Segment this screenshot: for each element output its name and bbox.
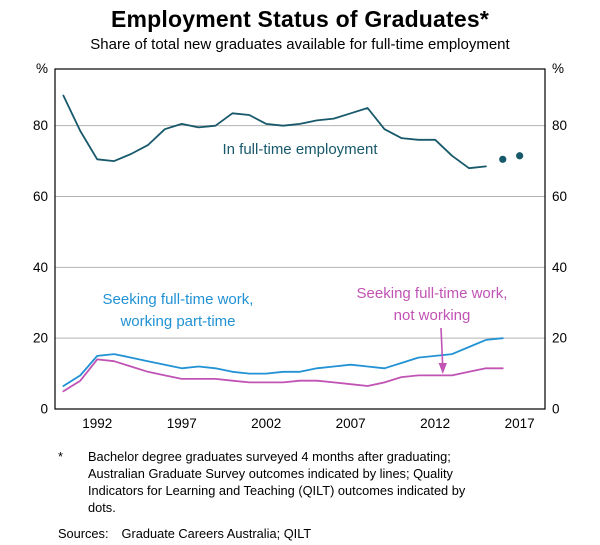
notworking-label: Seeking full-time work, <box>357 285 508 302</box>
x-tick-label: 2002 <box>251 416 281 431</box>
y-tick-label-left: 20 <box>33 331 48 346</box>
footnote-text: Bachelor degree graduates surveyed 4 mon… <box>88 449 466 516</box>
chart-subtitle: Share of total new graduates available f… <box>90 36 510 53</box>
y-axis-unit-right: % <box>552 61 564 76</box>
plot-border <box>54 68 546 410</box>
footnote-marker: * <box>58 449 63 464</box>
footnotes: * Bachelor degree graduates surveyed 4 m… <box>0 436 600 542</box>
chart-title: Employment Status of Graduates* <box>110 6 490 32</box>
x-tick-label: 2017 <box>505 416 535 431</box>
y-tick-label-right: 40 <box>552 260 567 275</box>
footnote: * Bachelor degree graduates surveyed 4 m… <box>58 448 572 516</box>
sources-text: Graduate Careers Australia; QILT <box>121 526 312 542</box>
y-tick-label-left: 40 <box>33 260 48 275</box>
parttime-label: Seeking full-time work, <box>103 291 254 308</box>
y-tick-label-left: 60 <box>33 189 48 204</box>
y-tick-label-right: 0 <box>552 402 560 417</box>
sources: Sources: Graduate Careers Australia; QIL… <box>58 525 572 542</box>
y-tick-label-right: 80 <box>552 118 567 133</box>
x-tick-label: 1992 <box>82 416 112 431</box>
y-axis-unit-left: % <box>36 61 48 76</box>
annotation-arrow-head <box>438 363 447 374</box>
qilt-dot <box>516 152 524 160</box>
y-tick-label-left: 80 <box>33 118 48 133</box>
qilt-dot <box>499 155 507 163</box>
series-line <box>62 358 504 393</box>
y-tick-label-left: 0 <box>40 402 48 417</box>
chart-area: 0 0 20 20 40 40 60 60 80 80%% 1992 1997 2002 2007 2012… <box>0 61 600 436</box>
page: { "title": "Employment Status of Graduat… <box>0 6 600 545</box>
y-tick-label-right: 60 <box>552 189 567 204</box>
sources-label: Sources: <box>58 526 109 542</box>
fulltime-label: In full-time employment <box>222 141 378 158</box>
annotation-arrow <box>440 327 444 365</box>
notworking-label: not working <box>394 307 471 324</box>
series-line <box>62 337 504 387</box>
x-tick-label: 2007 <box>336 416 366 431</box>
parttime-label: working part-time <box>119 313 235 330</box>
x-tick-label: 1997 <box>167 416 197 431</box>
y-tick-label-right: 20 <box>552 331 567 346</box>
x-tick-label: 2012 <box>420 416 450 431</box>
chart-svg: 0 0 20 20 40 40 60 60 80 80% % 1992 1997 2002 2007 2012… <box>33 61 567 431</box>
series-line <box>62 94 487 170</box>
